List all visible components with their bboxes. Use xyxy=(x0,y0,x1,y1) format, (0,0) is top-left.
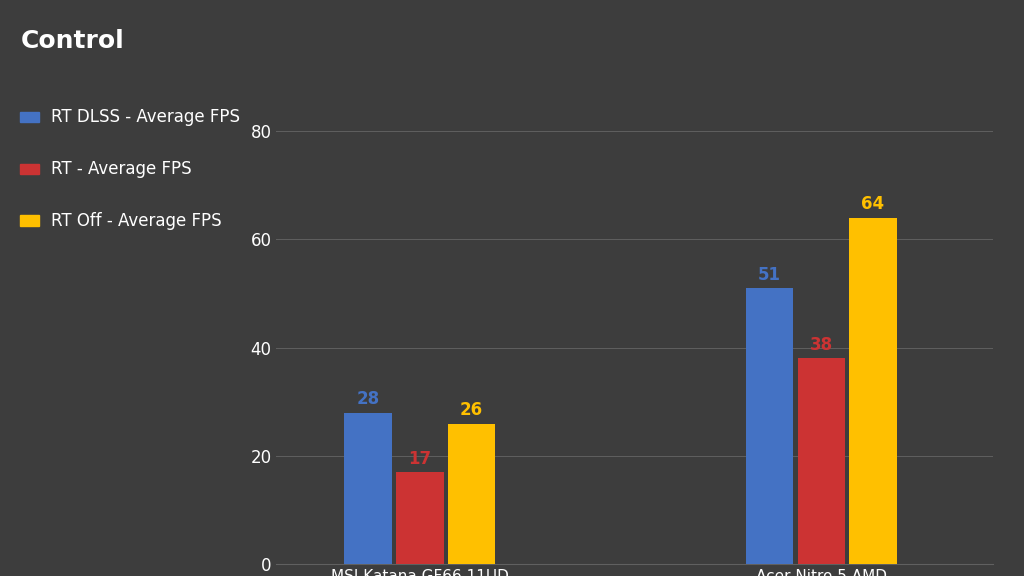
Text: Control: Control xyxy=(20,29,124,53)
Text: 38: 38 xyxy=(810,336,833,354)
Text: RT Off - Average FPS: RT Off - Average FPS xyxy=(51,211,222,230)
Bar xyxy=(344,412,392,564)
Bar xyxy=(396,472,443,564)
Bar xyxy=(849,218,897,564)
Text: RT - Average FPS: RT - Average FPS xyxy=(51,160,191,178)
Text: 17: 17 xyxy=(409,450,431,468)
Bar xyxy=(745,288,794,564)
Text: RT DLSS - Average FPS: RT DLSS - Average FPS xyxy=(51,108,241,126)
Text: 51: 51 xyxy=(758,266,781,283)
Bar xyxy=(798,358,845,564)
Text: 28: 28 xyxy=(356,391,380,408)
Text: 26: 26 xyxy=(460,401,483,419)
Text: 64: 64 xyxy=(861,195,885,213)
Bar xyxy=(447,423,496,564)
